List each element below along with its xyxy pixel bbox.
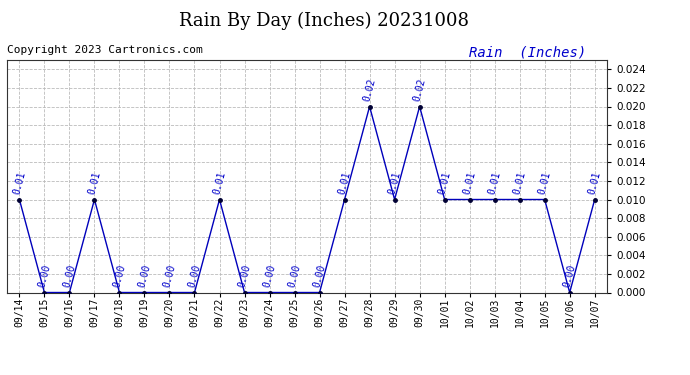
Text: 0.02: 0.02: [412, 77, 428, 102]
Text: 0.00: 0.00: [286, 263, 302, 288]
Text: 0.02: 0.02: [362, 77, 377, 102]
Text: 0.01: 0.01: [462, 170, 477, 195]
Text: 0.00: 0.00: [262, 263, 277, 288]
Text: 0.01: 0.01: [586, 170, 602, 195]
Text: 0.01: 0.01: [512, 170, 528, 195]
Text: 0.00: 0.00: [137, 263, 152, 288]
Text: 0.00: 0.00: [112, 263, 128, 288]
Text: 0.00: 0.00: [61, 263, 77, 288]
Text: 0.01: 0.01: [386, 170, 402, 195]
Text: 0.01: 0.01: [12, 170, 28, 195]
Text: 0.00: 0.00: [237, 263, 253, 288]
Text: 0.00: 0.00: [37, 263, 52, 288]
Text: 0.01: 0.01: [86, 170, 102, 195]
Text: 0.01: 0.01: [337, 170, 353, 195]
Text: 0.00: 0.00: [562, 263, 578, 288]
Text: 0.00: 0.00: [186, 263, 202, 288]
Text: 0.01: 0.01: [537, 170, 553, 195]
Text: 0.01: 0.01: [212, 170, 228, 195]
Text: Copyright 2023 Cartronics.com: Copyright 2023 Cartronics.com: [7, 45, 203, 55]
Text: 0.00: 0.00: [161, 263, 177, 288]
Text: Rain  (Inches): Rain (Inches): [469, 45, 586, 59]
Text: Rain By Day (Inches) 20231008: Rain By Day (Inches) 20231008: [179, 11, 469, 30]
Text: 0.00: 0.00: [312, 263, 328, 288]
Text: 0.01: 0.01: [486, 170, 502, 195]
Text: 0.01: 0.01: [437, 170, 453, 195]
